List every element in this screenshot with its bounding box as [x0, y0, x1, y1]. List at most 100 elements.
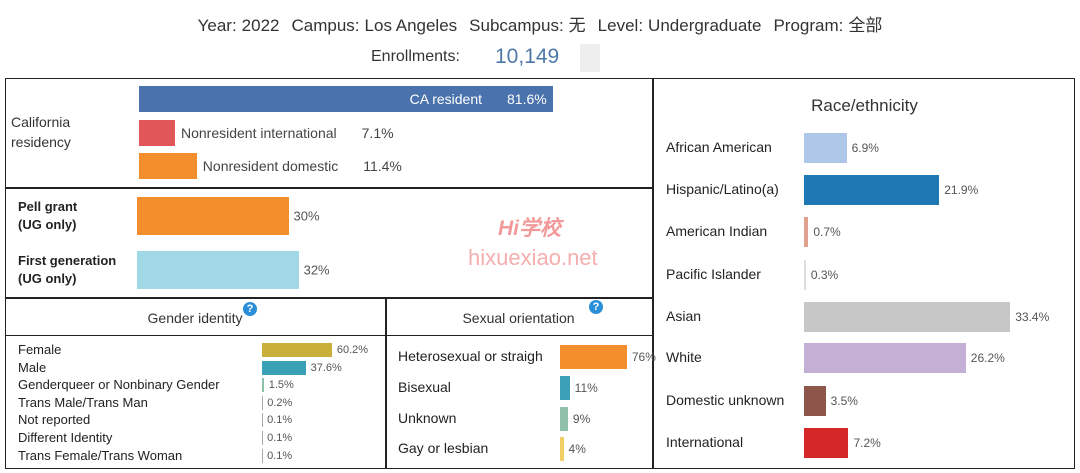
bar [139, 86, 553, 112]
filter-label: Subcampus: [469, 16, 564, 35]
category-label: CA resident [409, 91, 483, 107]
value-label: 6.9% [851, 141, 879, 155]
value-label: 60.2% [336, 344, 369, 356]
bar [804, 302, 1011, 332]
divider [385, 297, 387, 469]
filter-value: 无 [568, 16, 586, 35]
value-label: 0.7% [813, 225, 841, 239]
filter-value: 2022 [241, 16, 280, 35]
category-label: Nonresident domestic [202, 158, 339, 174]
value-label: 11.4% [363, 158, 402, 174]
value-label: 3.5% [830, 394, 858, 408]
divider [5, 335, 653, 336]
value-label: 1.5% [268, 379, 294, 391]
value-label: 81.6% [507, 91, 547, 107]
bar [262, 378, 264, 392]
filter-value: 全部 [848, 16, 883, 35]
value-label: 37.6% [310, 362, 342, 374]
category-label: African American [666, 139, 772, 156]
value-label: 9% [572, 412, 591, 426]
filter-bar: Year: 2022 Campus: Los Angeles Subcampus: 无 Le… [0, 11, 1080, 36]
category-label: Male [18, 359, 47, 375]
enrollments-value: 10,149 [495, 45, 560, 68]
category-label: Pacific Islander [666, 266, 761, 283]
category-label: Genderqueer or Nonbinary Gender [18, 376, 220, 392]
value-label: 7.1% [361, 125, 394, 141]
category-label: Bisexual [398, 379, 451, 396]
category-label: Domestic unknown [666, 392, 785, 409]
category-label: Pell grant (UG only) [18, 198, 78, 232]
filter-label: Year: [197, 16, 237, 35]
bar [262, 343, 332, 357]
value-label: 21.9% [944, 183, 979, 197]
divider [5, 187, 653, 189]
bar [804, 428, 849, 458]
value-label: 7.2% [853, 436, 881, 450]
category-label: International [666, 434, 744, 451]
divider [5, 297, 653, 299]
filter-label: Level: [597, 16, 644, 35]
category-label: Female [18, 341, 62, 357]
category-label: Gay or lesbian [398, 440, 489, 457]
category-label: Asian [666, 308, 702, 325]
chart-title: Sexual orientation [462, 310, 575, 326]
enrollments-label: Enrollments: [371, 48, 460, 65]
bar [262, 361, 306, 375]
filter-value: Los Angeles [364, 16, 458, 35]
bar [804, 217, 809, 247]
bar [137, 197, 289, 235]
bar [804, 386, 826, 416]
value-label: 11% [574, 381, 598, 395]
bar [560, 437, 564, 461]
bar [560, 345, 627, 369]
bar-label: Nonresident international 7.1% [181, 125, 394, 141]
placeholder-box [580, 44, 600, 72]
value-label: 33.4% [1015, 310, 1050, 324]
help-icon[interactable]: ? [243, 302, 257, 316]
chart-title: California residency [11, 114, 71, 150]
value-label: 32% [303, 262, 330, 278]
value-label: 0.2% [267, 397, 293, 409]
category-label: Unknown [398, 410, 457, 427]
category-label: American Indian [666, 223, 768, 240]
chart-title: Gender identity [147, 310, 243, 326]
bar [804, 175, 940, 205]
value-label: 4% [568, 442, 586, 456]
bar-label: CA resident 81.6% [410, 91, 547, 107]
value-label: 0.1% [267, 432, 293, 444]
bar-label: Nonresident domestic 11.4% [203, 158, 402, 174]
bar [139, 153, 197, 179]
bar [560, 376, 570, 400]
divider [652, 78, 654, 469]
category-label: Heterosexual or straigh [398, 348, 543, 365]
help-icon[interactable]: ? [589, 300, 603, 314]
frame [5, 78, 1075, 469]
category-label: Trans Male/Trans Man [18, 394, 148, 410]
value-label: 0.3% [810, 268, 839, 282]
value-label: 30% [293, 208, 320, 224]
watermark-site: hixuexiao.net [468, 245, 598, 270]
value-label: 76% [631, 350, 656, 364]
category-label: White [666, 349, 702, 366]
bar [560, 407, 568, 431]
category-label: First generation (UG only) [18, 252, 117, 286]
filter-label: Campus: [291, 16, 360, 35]
watermark-logo: Hi学校 [498, 217, 561, 240]
chart-title: Race/ethnicity [811, 96, 918, 115]
bar [139, 120, 175, 146]
bar [804, 133, 847, 163]
value-label: 0.1% [267, 450, 293, 462]
bar [804, 260, 806, 290]
category-label: Nonresident international [180, 125, 337, 141]
filter-label: Program: [773, 16, 844, 35]
category-label: Trans Female/Trans Woman [18, 447, 183, 463]
category-label: Not reported [18, 411, 91, 427]
bar [804, 343, 966, 373]
category-label: Hispanic/Latino(a) [666, 181, 779, 198]
value-label: 0.1% [267, 414, 293, 426]
category-label: Different Identity [18, 429, 113, 445]
filter-value: Undergraduate [648, 16, 762, 35]
value-label: 26.2% [970, 351, 1005, 365]
bar [137, 251, 299, 289]
